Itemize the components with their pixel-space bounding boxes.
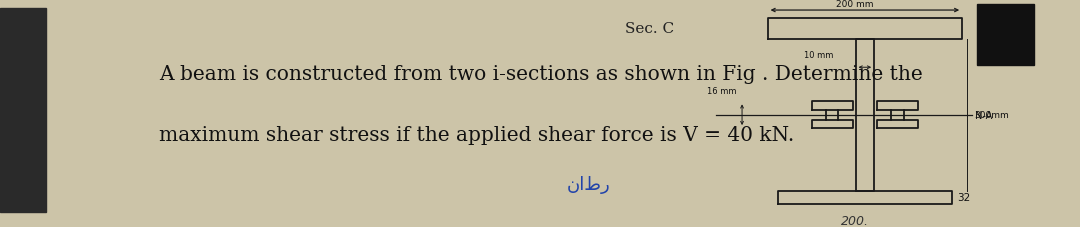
Text: 200 mm: 200 mm xyxy=(836,0,874,9)
Text: 16 mm: 16 mm xyxy=(707,87,737,96)
Text: 32: 32 xyxy=(957,192,970,202)
Text: 300mm: 300mm xyxy=(974,111,1009,120)
Text: maximum shear stress if the applied shear force is V = 40 kN.: maximum shear stress if the applied shea… xyxy=(159,126,794,145)
Bar xyxy=(0,9,46,212)
Text: A beam is constructed from two i-sections as shown in Fig . Determine the: A beam is constructed from two i-section… xyxy=(159,64,922,84)
Text: Sec. C: Sec. C xyxy=(625,22,675,36)
Text: 200.: 200. xyxy=(840,214,868,227)
Text: 10 mm: 10 mm xyxy=(805,51,834,60)
Text: ناطر: ناطر xyxy=(567,175,610,193)
Text: N-A: N-A xyxy=(975,110,993,120)
Bar xyxy=(977,5,1034,66)
